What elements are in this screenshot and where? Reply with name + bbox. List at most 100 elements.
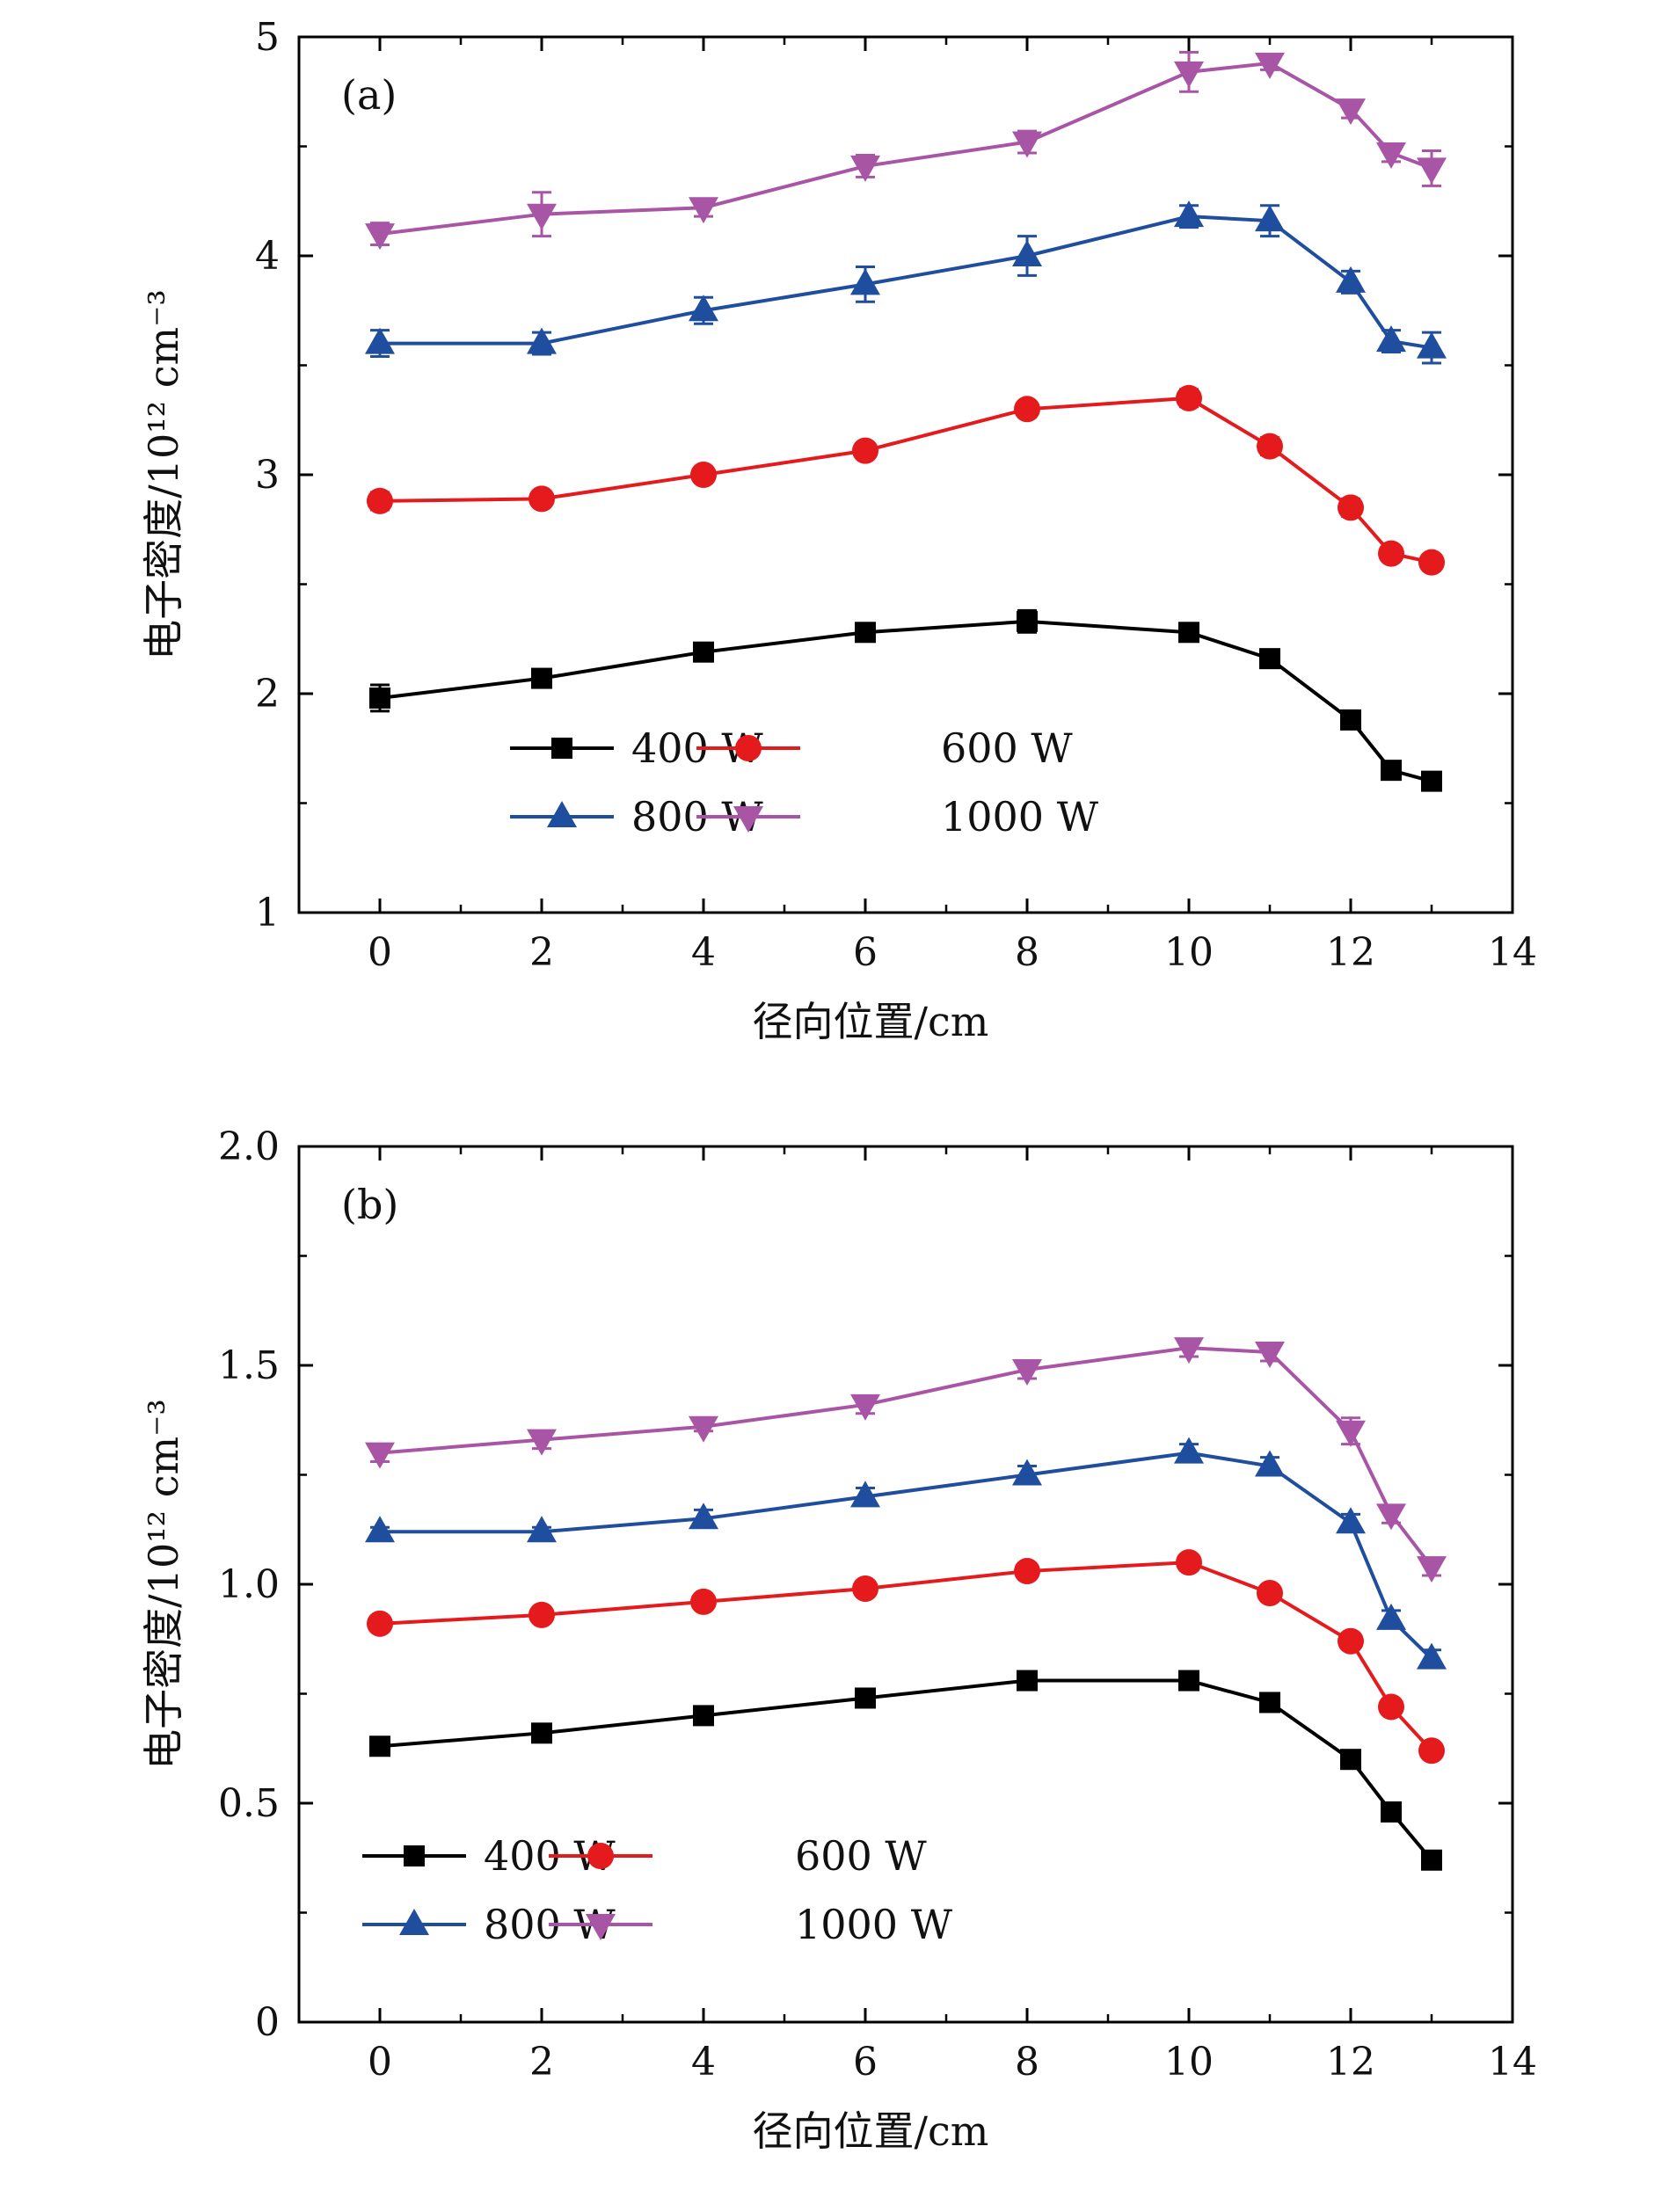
data-point [1421,770,1442,792]
legend-item: 1000 W [696,793,1099,840]
data-point [528,1601,555,1628]
data-point [365,327,395,354]
legend-label: 1000 W [941,793,1099,840]
data-point [1417,331,1447,359]
series-line [379,1561,1433,1752]
data-point [1255,1450,1285,1477]
data-point [527,327,557,354]
data-point [1174,61,1204,88]
data-point [1012,1358,1042,1386]
data-point [1381,760,1402,782]
data-point [1338,494,1364,521]
data-point [1378,1693,1404,1721]
series-600w [367,384,1445,576]
data-point [1376,1603,1406,1630]
y-tick-label: 4 [255,234,280,279]
x-tick-label: 14 [1488,2040,1537,2085]
data-point [850,1393,880,1421]
data-point [528,485,555,513]
data-point [850,268,880,295]
data-point [1257,433,1283,460]
x-tick-label: 12 [1326,930,1375,975]
data-point [367,1610,393,1637]
series-400w [369,1670,1442,1871]
legend-marker [586,1914,616,1940]
data-point [850,1481,880,1508]
legend-label: 600 W [941,724,1073,772]
legend-marker [587,1843,614,1869]
data-point [365,1516,395,1543]
data-point [527,203,557,230]
data-point [527,1516,557,1543]
data-point [1014,1558,1040,1585]
data-point [369,1735,390,1757]
x-tick-label: 0 [368,930,392,975]
data-point [689,1415,718,1443]
x-tick-label: 8 [1015,930,1039,975]
y-tick-label: 1.0 [218,1562,280,1607]
data-point [1376,325,1406,353]
data-point [1338,1627,1364,1655]
data-point [1418,549,1445,576]
x-tick-label: 10 [1164,930,1214,975]
data-point [531,667,552,689]
data-point [1378,540,1404,567]
data-point [850,155,880,182]
data-point [1417,1556,1447,1583]
y-tick-label: 0.5 [218,1781,280,1826]
data-point [1017,1670,1038,1692]
y-axis-title: 电子密度/10¹² cm⁻³ [140,1399,187,1770]
data-point [1381,1801,1402,1823]
series-line [380,1451,1433,1661]
x-tick-label: 0 [368,2040,392,2085]
x-tick-label: 2 [529,2040,554,2085]
chart-panel-b: 0 2 4 6 8 10 12 14 0 0.5 1.0 1.5 2.0 径向位置/cm 电子密度/10¹²… [140,1124,1537,2155]
series-line [379,1678,1433,1862]
data-point [693,1705,714,1727]
y-tick-label: 5 [255,15,280,60]
data-point [369,687,390,709]
x-tick-label: 8 [1015,2040,1039,2085]
panel-label: (a) [341,71,397,119]
data-point [855,1687,876,1709]
data-point [1255,52,1285,79]
data-point [1259,1692,1280,1714]
data-point [365,1442,395,1469]
data-point [1259,648,1280,670]
x-tick-label: 6 [853,930,878,975]
data-point [1376,142,1406,169]
series-line [379,61,1432,236]
data-point [527,1429,557,1456]
series-line [379,619,1432,783]
legend-item: 600 W [696,724,1073,772]
x-tick-label: 4 [691,2040,716,2085]
data-point [1336,1507,1366,1534]
y-tick-label: 0 [255,2000,280,2045]
legend-label: 1000 W [795,1901,953,1948]
data-point [1012,131,1042,158]
series-600w [367,1549,1445,1765]
data-point [1017,610,1038,632]
x-tick-label: 4 [691,930,716,975]
x-axis-title: 径向位置/cm [753,998,989,1045]
data-point [1417,1642,1447,1670]
series-line [379,1346,1433,1568]
plot-frame [297,35,1514,914]
data-point [1174,200,1204,228]
y-tick-label: 2 [255,672,280,717]
data-point [1176,1549,1202,1576]
x-axis-title: 径向位置/cm [753,2107,989,2155]
legend-marker [733,806,763,833]
data-point [855,622,876,644]
panel-label: (b) [341,1181,398,1228]
legend-item: 1000 W [549,1901,953,1948]
y-tick-label: 1.5 [218,1343,280,1388]
y-tick-label: 2.0 [218,1124,280,1169]
y-axis-title: 电子密度/10¹² cm⁻³ [140,289,187,660]
data-point [689,1503,718,1530]
x-tick-label: 14 [1488,930,1537,975]
series-1000w [365,1337,1447,1583]
